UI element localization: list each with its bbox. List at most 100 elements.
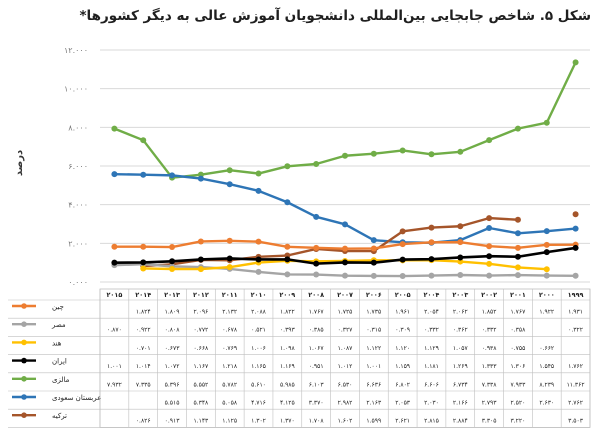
data-point bbox=[572, 244, 579, 251]
table-cell: ۲.۷۶۲ bbox=[568, 400, 583, 407]
legend-marker bbox=[21, 303, 27, 309]
table-cell: ۱.۸۲۲ bbox=[280, 309, 295, 316]
data-point bbox=[370, 245, 377, 252]
table-cell: ۱.۷۶۲ bbox=[568, 363, 583, 370]
table-cell: ۰.۶۶۲ bbox=[539, 345, 554, 352]
data-point bbox=[370, 237, 377, 244]
data-point bbox=[572, 272, 579, 279]
series-5 bbox=[111, 171, 579, 246]
data-point bbox=[543, 272, 550, 279]
data-point bbox=[514, 230, 521, 237]
data-point bbox=[284, 163, 291, 170]
data-point bbox=[514, 244, 521, 251]
table-cell: ۰.۸۰۸ bbox=[165, 327, 181, 334]
table-cell: ۰.۶۷۳ bbox=[165, 345, 181, 352]
table-cell: ۱.۸۰۹ bbox=[165, 309, 180, 316]
table-cell: ۵.۵۱۵ bbox=[165, 400, 180, 407]
table-cell: ۲.۶۳۰ bbox=[539, 400, 554, 407]
table-cell: ۵.۰۵۸ bbox=[222, 400, 238, 407]
table-cell: ۱.۳۰۶ bbox=[511, 363, 526, 370]
table-cell: ۱.۱۲۹ bbox=[424, 345, 439, 352]
data-point bbox=[169, 244, 176, 251]
legend-label: چین bbox=[52, 303, 64, 311]
data-point bbox=[284, 271, 291, 278]
x-tick-label: ۲۰۱۱ bbox=[222, 291, 238, 299]
data-point bbox=[399, 273, 406, 280]
table-cell: ۰.۳۶۲ bbox=[453, 327, 468, 334]
data-point bbox=[226, 181, 233, 188]
table-cell: ۳.۵۰۳ bbox=[568, 418, 584, 425]
data-point bbox=[457, 258, 464, 265]
table-cell: ۰.۹۱۳ bbox=[165, 418, 181, 425]
table-cell: ۲.۰۵۳ bbox=[395, 400, 411, 407]
legend-label: عربستان سعودی bbox=[52, 394, 101, 402]
data-point bbox=[457, 254, 464, 261]
data-point bbox=[457, 239, 464, 246]
table-cell: ۱.۹۶۱ bbox=[395, 309, 410, 316]
data-point bbox=[169, 172, 176, 179]
x-tick-label: ۲۰۱۵ bbox=[106, 291, 122, 299]
y-tick-label: ۰.۰۰۰ bbox=[68, 278, 88, 287]
data-point bbox=[572, 225, 579, 232]
data-point bbox=[197, 238, 204, 245]
table-cell: ۲.۷۹۳ bbox=[482, 400, 498, 407]
data-point bbox=[226, 167, 233, 174]
table-cell: ۱.۳۷۰ bbox=[280, 418, 295, 425]
data-point bbox=[169, 258, 176, 265]
data-point bbox=[197, 175, 204, 182]
table-cell: ۱.۵۹۹ bbox=[366, 418, 381, 425]
data-point bbox=[428, 239, 435, 246]
table-cell: ۲.۹۸۲ bbox=[338, 400, 353, 407]
data-point bbox=[370, 150, 377, 157]
data-point bbox=[486, 137, 493, 144]
data-point bbox=[514, 216, 521, 223]
data-point bbox=[342, 272, 348, 279]
data-point bbox=[342, 245, 348, 252]
table-cell: ۱.۸۲۴ bbox=[136, 309, 151, 316]
table-cell: ۰.۹۳۸ bbox=[482, 345, 498, 352]
data-point bbox=[457, 148, 464, 155]
table-cell: ۱.۱۶۹ bbox=[280, 363, 295, 370]
table-cell: ۱.۰۰۱ bbox=[107, 363, 122, 370]
table-cell: ۴.۱۲۵ bbox=[280, 400, 295, 407]
data-point bbox=[514, 125, 521, 132]
data-point bbox=[140, 171, 147, 178]
x-tick-label: ۲۰۰۷ bbox=[337, 291, 353, 299]
legend-marker bbox=[21, 321, 27, 328]
table-cell: ۵.۷۸۲ bbox=[222, 381, 237, 388]
table-cell: ۲.۸۱۵ bbox=[424, 418, 439, 425]
legend-label: مالزی bbox=[52, 376, 70, 384]
table-cell: ۶.۶۰۶ bbox=[424, 381, 439, 388]
legend-label: هند bbox=[52, 339, 62, 347]
y-tick-label: ۶.۰۰۰ bbox=[68, 162, 88, 171]
data-point bbox=[111, 125, 118, 132]
table-cell: ۰.۷۰۱ bbox=[136, 345, 151, 352]
table-cell: ۰.۳۲۲ bbox=[568, 327, 583, 334]
data-point bbox=[572, 59, 579, 66]
table-cell: ۲.۱۳۲ bbox=[222, 309, 237, 316]
data-point bbox=[486, 225, 493, 232]
data-point bbox=[313, 260, 320, 267]
y-tick-label: ۱۲.۰۰۰ bbox=[64, 46, 88, 55]
y-tick-label: ۱۰.۰۰۰ bbox=[64, 85, 88, 94]
legend-label: ایران bbox=[52, 358, 67, 366]
table-cell: ۰.۳۵۸ bbox=[511, 327, 527, 334]
table-cell: ۲.۱۶۶ bbox=[453, 400, 468, 407]
table-cell: ۱.۱۴۳ bbox=[193, 418, 209, 425]
data-point bbox=[514, 272, 521, 279]
table-cell: ۱.۰۷۲ bbox=[165, 363, 180, 370]
series-4 bbox=[111, 59, 579, 181]
table-cell: ۷.۹۳۳ bbox=[511, 381, 527, 388]
table-cell: ۶.۶۳۶ bbox=[366, 381, 381, 388]
data-point bbox=[486, 272, 493, 279]
legend-marker bbox=[21, 376, 27, 382]
table-cell: ۴.۷۱۶ bbox=[251, 400, 266, 407]
table-cell: ۱.۵۴۵ bbox=[539, 363, 554, 370]
table-cell: ۳.۳۰۵ bbox=[482, 418, 497, 425]
data-point bbox=[572, 211, 579, 218]
table-cell: ۱.۱۵۹ bbox=[395, 363, 410, 370]
table-cell: ۲.۵۲۰ bbox=[511, 400, 526, 407]
table-cell: ۰.۳۱۵ bbox=[366, 327, 381, 334]
data-point bbox=[457, 223, 464, 230]
